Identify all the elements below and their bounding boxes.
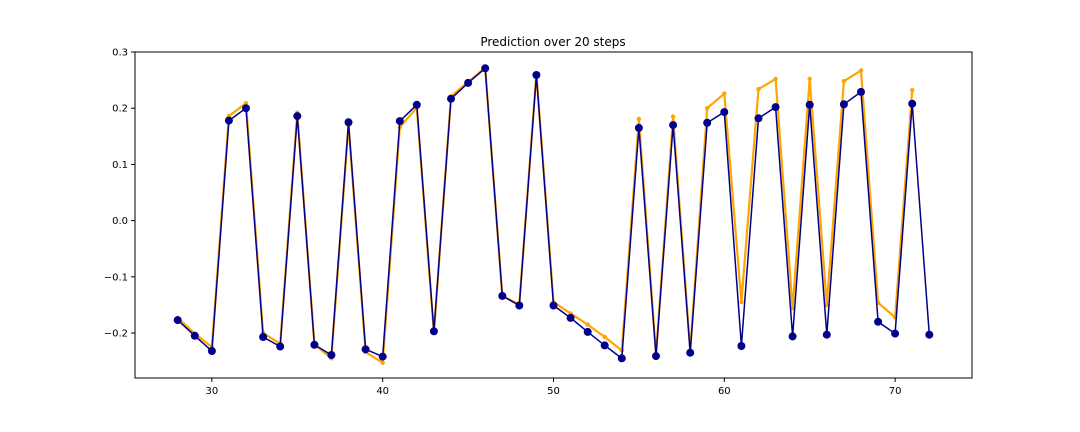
plot-area-border	[134, 51, 973, 379]
prediction-point	[841, 79, 847, 84]
actual-point	[839, 100, 848, 109]
actual-point	[754, 114, 763, 123]
actual-point	[344, 118, 353, 127]
prediction-point	[585, 322, 590, 327]
prediction-point	[722, 91, 727, 96]
prediction-point	[705, 106, 710, 111]
prediction-point	[773, 76, 778, 82]
actual-point	[395, 117, 404, 126]
actual-point	[224, 116, 233, 125]
actual-point	[242, 104, 250, 113]
actual-point	[498, 291, 507, 300]
actual-point	[617, 354, 626, 363]
x-tick-label: 60	[718, 386, 731, 397]
actual-point	[669, 121, 678, 130]
x-tick-label: 50	[547, 386, 560, 397]
actual-point	[652, 352, 660, 361]
actual-point	[891, 329, 900, 338]
actual-point	[276, 342, 285, 351]
prediction-point	[636, 116, 642, 122]
actual-point	[771, 103, 780, 112]
prediction-point	[910, 88, 915, 93]
actual-point	[361, 345, 370, 354]
actual-point	[549, 301, 558, 310]
prediction-point	[824, 302, 829, 308]
prediction-point	[243, 100, 249, 106]
x-tick-label: 70	[889, 386, 902, 397]
actual-point	[703, 118, 712, 127]
prediction-point	[790, 306, 795, 311]
prediction-point	[739, 299, 744, 305]
actual-point	[874, 317, 883, 326]
actual-point	[634, 123, 643, 132]
x-tick-label: 40	[376, 386, 389, 397]
y-tick-label: 0.2	[112, 104, 128, 115]
actual-point	[737, 342, 746, 350]
y-tick-label: 0.1	[112, 160, 128, 171]
x-tick-label: 30	[206, 386, 219, 397]
actual-point	[378, 352, 387, 361]
prediction-point	[858, 68, 864, 73]
actual-point	[805, 100, 814, 109]
actual-point	[481, 64, 490, 73]
actual-point	[190, 331, 199, 340]
prediction-point	[380, 360, 385, 365]
actual-point	[583, 327, 592, 336]
actual-point	[857, 87, 865, 96]
actual-point	[327, 351, 336, 359]
actual-point	[464, 78, 473, 87]
actual-point	[515, 301, 524, 310]
prediction-point	[756, 86, 761, 92]
actual-point	[788, 332, 797, 341]
prediction-point	[602, 334, 607, 340]
actual-point	[259, 333, 268, 341]
actual-line	[177, 66, 931, 360]
actual-point	[429, 327, 438, 336]
actual-point	[447, 94, 455, 103]
chart-title: Prediction over 20 steps	[480, 35, 625, 49]
prediction-point	[807, 76, 812, 82]
actual-point	[566, 313, 575, 322]
actual-point	[310, 340, 319, 349]
actual-point	[412, 100, 421, 109]
y-tick-label: 0.0	[112, 216, 128, 227]
actual-point	[686, 348, 695, 357]
actual-point	[293, 112, 302, 121]
actual-point	[532, 71, 541, 79]
actual-point	[173, 316, 182, 325]
y-tick-label: −0.1	[104, 272, 128, 283]
actual-point	[908, 99, 917, 108]
actual-point	[925, 330, 934, 339]
actual-point	[822, 330, 831, 339]
prediction-point	[670, 114, 676, 119]
actual-point	[720, 108, 729, 117]
actual-point	[207, 347, 216, 355]
actual-point	[600, 341, 609, 350]
y-tick-label: −0.2	[104, 329, 128, 340]
y-tick-label: 0.3	[112, 48, 128, 59]
